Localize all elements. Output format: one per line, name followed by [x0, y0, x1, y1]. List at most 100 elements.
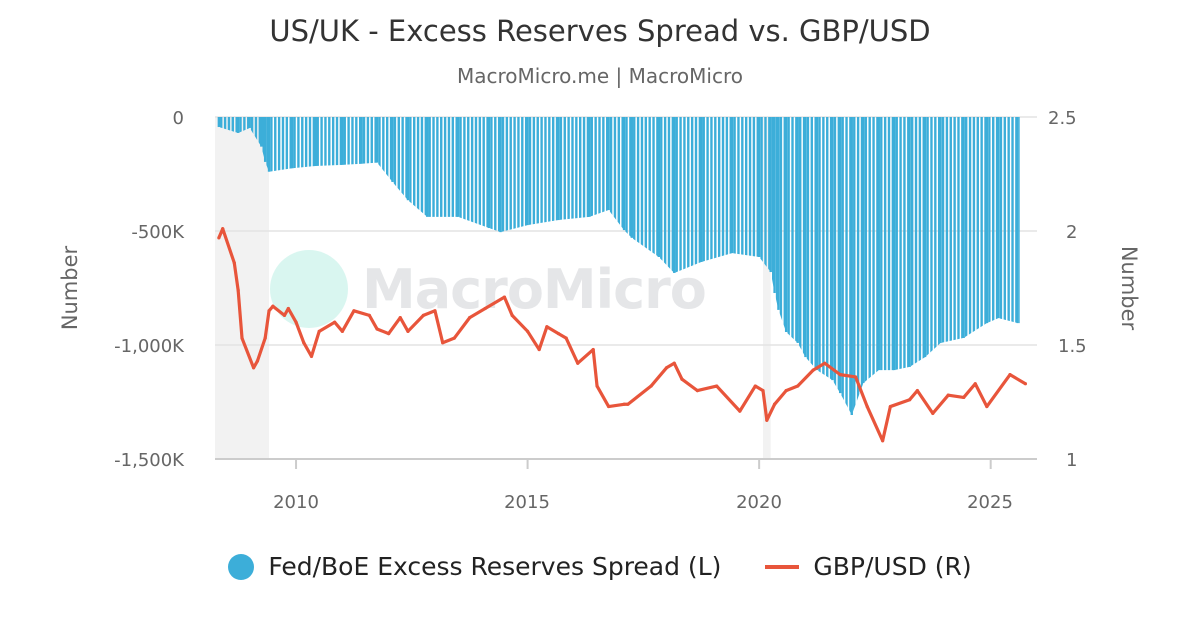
gbpusd-point: [672, 361, 676, 365]
spread-bar: [360, 117, 363, 164]
right-tick-2: 1.5: [1058, 336, 1087, 357]
spread-bar: [426, 117, 429, 217]
gbpusd-line: [217, 227, 1027, 443]
gbpusd-point: [622, 402, 626, 406]
x-tick-2025: 2025: [967, 492, 1013, 513]
gbpusd-point: [251, 366, 256, 370]
gbpusd-point: [564, 336, 568, 340]
gbpusd-point: [441, 341, 445, 345]
gbpusd-point: [772, 402, 777, 406]
gbpusd-point: [838, 373, 842, 377]
gbpusd-point: [263, 336, 267, 340]
spread-bar: [850, 117, 853, 415]
left-axis-label: Number: [58, 245, 82, 330]
gbpusd-point: [255, 359, 260, 363]
spread-bar: [487, 117, 491, 229]
legend-bar-marker-icon: [228, 553, 255, 580]
x-tick-2010: 2010: [273, 492, 319, 513]
spread-bar: [700, 117, 703, 263]
gbpusd-point: [375, 327, 379, 331]
gbpusd-point: [607, 404, 611, 409]
gbpusd-point: [576, 361, 580, 365]
right-tick-1: 2: [1066, 222, 1077, 243]
gbpusd-point: [502, 295, 507, 299]
gbpusd-point: [398, 316, 402, 320]
gbpusd-point: [340, 329, 344, 333]
gbpusd-point: [286, 306, 290, 311]
gbpusd-point: [695, 389, 699, 393]
gbpusd-point: [309, 354, 314, 358]
gbpusd-point: [881, 439, 885, 443]
gbpusd-point: [232, 261, 236, 265]
spread-bar: [893, 117, 896, 371]
chart-subtitle: MacroMicro.me | MacroMicro: [457, 64, 743, 88]
spread-bar: [499, 117, 502, 233]
spread-bar: [773, 117, 776, 294]
gbpusd-point: [367, 313, 371, 317]
gbpusd-point: [282, 313, 287, 317]
spread-bar: [877, 117, 880, 371]
spread-bar: [673, 117, 676, 273]
gbpusd-point: [664, 366, 669, 370]
spread-bar: [730, 117, 734, 254]
left-tick-3: -1,500K: [114, 450, 185, 471]
x-tick-2020: 2020: [736, 492, 782, 513]
spread-bar: [391, 117, 394, 182]
gbpusd-point: [761, 389, 765, 393]
gbpusd-point: [294, 320, 298, 324]
spread-bar: [557, 117, 560, 221]
spread-bar: [630, 117, 633, 238]
spread-bar: [622, 117, 626, 231]
gbpusd-point: [433, 309, 437, 313]
gbpusd-point: [556, 332, 561, 336]
gbpusd-point: [854, 375, 858, 379]
gbpusd-point: [811, 368, 815, 372]
gbpusd-point: [352, 309, 356, 313]
gbpusd-point: [406, 329, 410, 333]
gbpusd-point: [387, 332, 391, 336]
shaded-period: [763, 117, 771, 459]
spread-bar: [784, 117, 788, 333]
gbpusd-point: [221, 227, 225, 231]
legend: Fed/BoE Excess Reserves Spread (L) GBP/U…: [0, 552, 1200, 581]
gbpusd-point: [483, 306, 487, 311]
left-tick-0: 0: [173, 108, 184, 129]
gbpusd-point: [931, 411, 935, 415]
spread-bar: [908, 117, 911, 367]
spread-bar: [831, 117, 834, 381]
gbpusd-point: [510, 313, 514, 317]
shaded-period: [215, 117, 270, 459]
spread-bar: [769, 117, 772, 273]
gbpusd-point: [649, 384, 653, 388]
gbpusd-point: [888, 404, 892, 409]
spread-bar: [341, 117, 344, 165]
spread-bar: [314, 117, 317, 167]
gbpusd-point: [715, 384, 719, 388]
watermark-text: MacroMicro: [362, 257, 707, 321]
gbpusd-point: [537, 347, 541, 352]
gbpusd-point: [271, 304, 275, 308]
gbpusd-point: [468, 316, 472, 320]
spread-bar: [263, 117, 267, 162]
left-tick-1: -500K: [131, 222, 185, 243]
gbpusd-point: [865, 404, 869, 409]
gbpusd-point: [626, 402, 630, 406]
gbpusd-point: [267, 309, 271, 313]
right-tick-0: 2.5: [1048, 108, 1077, 129]
spread-bar: [838, 117, 842, 394]
spread-bar: [526, 117, 529, 226]
gbpusd-point: [333, 320, 337, 324]
legend-item-gbpusd[interactable]: GBP/USD (R): [813, 552, 972, 581]
chart-title: US/UK - Excess Reserves Spread vs. GBP/U…: [269, 14, 931, 48]
gbpusd-point: [908, 398, 912, 402]
spread-bar: [267, 117, 271, 172]
gbpusd-point: [738, 409, 742, 413]
right-tick-3: 1: [1066, 450, 1077, 471]
gbpusd-point: [240, 336, 244, 340]
spread-bar: [236, 117, 240, 133]
legend-item-spread[interactable]: Fed/BoE Excess Reserves Spread (L): [268, 552, 722, 581]
spread-bar: [406, 117, 410, 201]
gbpusd-point: [680, 377, 684, 381]
gbpusd-point: [452, 336, 456, 340]
